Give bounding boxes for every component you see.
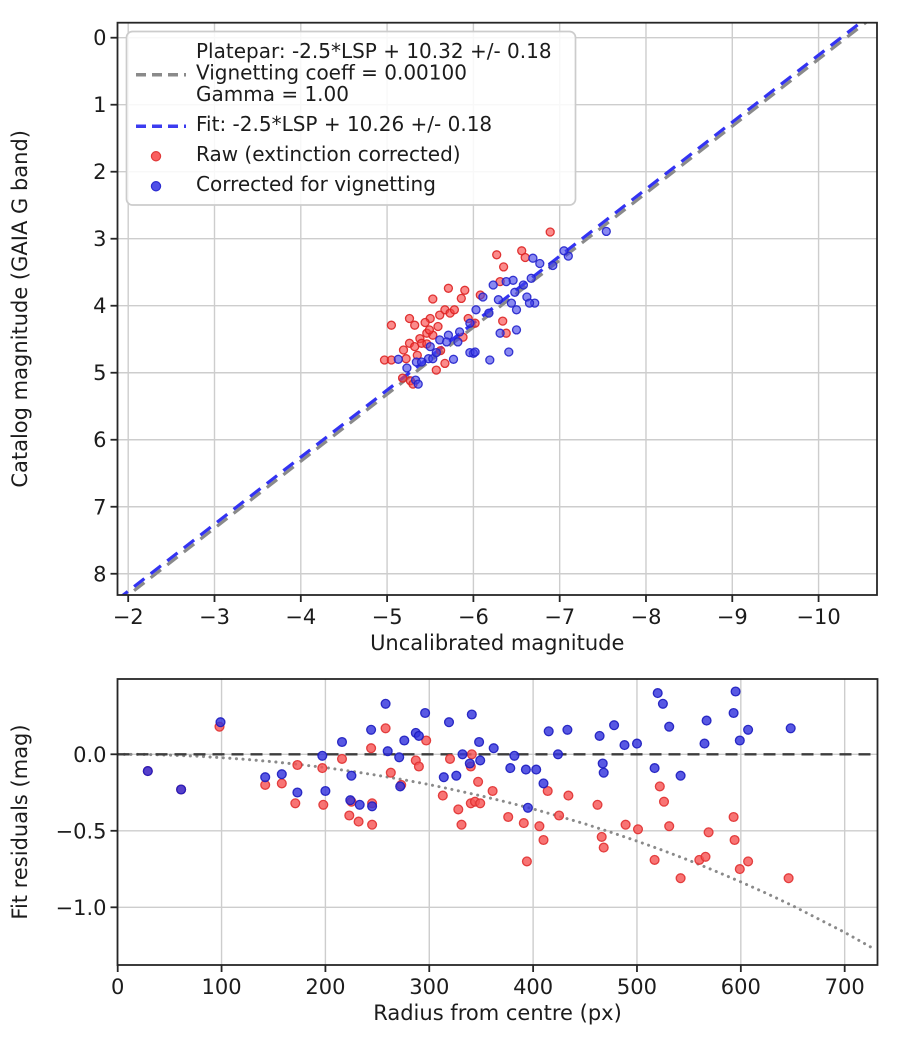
top-plot-y-tick-label: 4 — [93, 294, 106, 318]
top-plot-x-tick-label: −3 — [199, 605, 230, 629]
top-plot-x-tick-label: −8 — [630, 605, 661, 629]
top-plot-y-tick-label: 7 — [93, 495, 106, 519]
legend-dot-sample — [150, 151, 162, 162]
bottom-plot-y-tick-label: −1.0 — [56, 896, 107, 920]
top-plot: −2 −3 −4 −5 −6 −7 −8 −9 −10 0 1 2 3 4 5 6 7 8 Uncalibrated… — [8, 21, 878, 655]
raw-residuals — [142, 721, 794, 884]
top-plot-spines — [116, 21, 878, 596]
bottom-plot-ylabel: Fit residuals (mag) — [8, 724, 32, 919]
bottom-plot: 0 100 200 300 400 500 600 700 0.0 −0.5 −1.0 Radius … — [8, 678, 879, 1025]
bottom-plot-x-tick-label: 700 — [825, 975, 865, 999]
legend-label: Vignetting coeff = 0.00100 — [196, 61, 467, 85]
top-plot-x-tick-label: −9 — [717, 605, 748, 629]
bottom-plot-x-tick-label: 300 — [409, 975, 449, 999]
top-plot-x-tick-label: −4 — [285, 605, 316, 629]
top-plot-y-tick-label: 1 — [93, 93, 106, 117]
bottom-plot-spines — [116, 678, 879, 966]
top-plot-x-tick-label: −10 — [796, 605, 840, 629]
top-plot-x-tick-label: −5 — [372, 605, 403, 629]
legend-label: Raw (extinction corrected) — [196, 142, 461, 166]
bottom-plot-ticks: 0 100 200 300 400 500 600 700 0.0 −0.5 −1.0 — [56, 743, 865, 999]
top-plot-y-tick-label: 5 — [93, 361, 106, 385]
bottom-plot-x-tick-label: 400 — [513, 975, 553, 999]
top-plot-ticks: −2 −3 −4 −5 −6 −7 −8 −9 −10 0 1 2 3 4 5 6 7 8 — [93, 26, 841, 629]
top-plot-y-tick-label: 0 — [93, 26, 106, 50]
bottom-plot-x-tick-label: 100 — [202, 975, 242, 999]
bottom-plot-y-tick-label: −0.5 — [56, 819, 107, 843]
platepar-line — [125, 22, 869, 595]
legend-dot-sample — [150, 181, 162, 192]
legend-label: Gamma = 1.00 — [196, 82, 349, 106]
top-plot-x-tick-label: −7 — [544, 605, 575, 629]
bottom-plot-x-tick-label: 500 — [617, 975, 657, 999]
top-plot-xlabel: Uncalibrated magnitude — [370, 631, 624, 655]
top-plot-x-tick-label: −2 — [113, 605, 144, 629]
legend-label: Platepar: -2.5*LSP + 10.32 +/- 0.18 — [196, 39, 552, 63]
bottom-plot-y-tick-label: 0.0 — [73, 743, 106, 767]
top-plot-y-tick-label: 6 — [93, 428, 106, 452]
top-plot-y-tick-label: 3 — [93, 227, 106, 251]
bottom-plot-data — [117, 686, 878, 952]
top-plot-y-tick-label: 2 — [93, 160, 106, 184]
corrected-points — [393, 226, 611, 389]
bottom-plot-xlabel: Radius from centre (px) — [373, 1001, 622, 1025]
legend-label: Corrected for vignetting — [196, 172, 436, 196]
legend: Platepar: -2.5*LSP + 10.32 +/- 0.18Vigne… — [125, 30, 577, 206]
bottom-plot-x-tick-label: 200 — [305, 975, 345, 999]
corrected-residuals — [142, 686, 796, 813]
top-plot-ylabel: Catalog magnitude (GAIA G band) — [8, 130, 32, 488]
top-plot-x-tick-label: −6 — [458, 605, 489, 629]
bottom-plot-x-tick-label: 600 — [721, 975, 761, 999]
fit-line — [120, 22, 863, 595]
top-plot-data — [120, 22, 869, 595]
legend-box — [125, 30, 577, 206]
bottom-plot-x-tick-label: 0 — [111, 975, 124, 999]
bottom-plot-gridlines — [117, 679, 878, 965]
top-plot-y-tick-label: 8 — [93, 562, 106, 586]
vignetting-model-curve — [117, 752, 878, 952]
legend-label: Fit: -2.5*LSP + 10.26 +/- 0.18 — [196, 112, 492, 136]
